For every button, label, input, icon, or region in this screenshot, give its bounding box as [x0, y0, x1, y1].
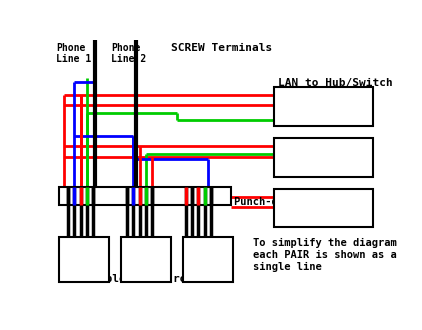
Bar	[183, 237, 233, 282]
Text: To simplify the diagram
each PAIR is shown as a
single line: To simplify the diagram each PAIR is sho…	[253, 238, 396, 272]
Bar	[274, 138, 373, 177]
Bar	[274, 87, 373, 126]
Text: Phone
Line 2: Phone Line 2	[111, 43, 146, 64]
Text: LAN to Hub/Switch: LAN to Hub/Switch	[278, 78, 392, 88]
Text: SCREW Terminals: SCREW Terminals	[170, 43, 272, 53]
Text: Phone
Line 1: Phone Line 1	[56, 43, 91, 64]
Bar	[274, 189, 373, 227]
Text: Cables from rooms: Cables from rooms	[92, 275, 206, 284]
Text: Punch-down block: Punch-down block	[234, 197, 334, 208]
Bar	[59, 237, 108, 282]
Bar	[121, 237, 170, 282]
Bar	[59, 187, 231, 205]
